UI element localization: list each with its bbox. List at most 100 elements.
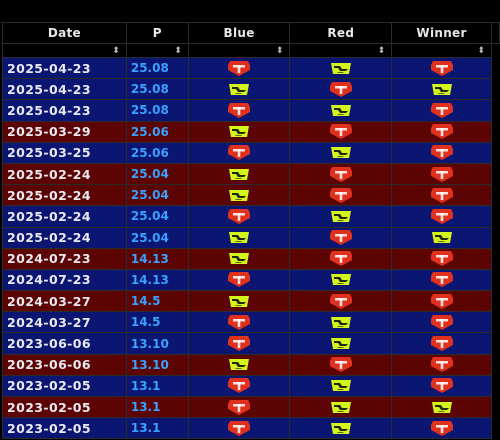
cell-blue-team [187,205,291,228]
cell-patch: 13.10 [125,353,189,376]
column-header-red[interactable]: Red [289,22,393,44]
cell-overflow [490,417,500,440]
table-row[interactable]: 2023-02-05 13.1 [2,395,500,419]
cell-winner-team [391,332,492,355]
cell-red-team [289,56,393,80]
table-row[interactable]: 2023-06-06 13.10 [2,353,500,376]
cell-red-team [289,268,393,292]
t1-logo-icon [290,229,391,246]
table-row[interactable]: 2024-07-23 14.13 [2,247,500,270]
cell-overflow [490,311,500,334]
cell-date: 2025-02-24 [2,226,127,249]
cell-overflow [490,226,500,249]
t1-logo-icon [290,293,391,310]
cell-red-team [289,247,393,270]
t1-logo-icon [392,250,491,267]
ninjas-in-pyjamas-logo-icon [189,187,290,204]
t1-logo-icon [189,102,290,119]
t1-logo-icon [392,208,491,225]
cell-winner-team [391,226,492,249]
t1-logo-icon [392,356,491,373]
cell-red-team [289,395,393,419]
table-row[interactable]: 2025-04-23 25.08 [2,56,500,80]
top-bar [0,0,500,23]
table-row[interactable]: 2025-02-24 25.04 [2,226,500,249]
t1-logo-icon [290,250,391,267]
cell-blue-team [187,99,291,122]
cell-date: 2025-04-23 [2,78,127,101]
table-row[interactable]: 2025-04-23 25.08 [2,78,500,101]
table-row[interactable]: 2025-03-25 25.06 [2,141,500,164]
cell-red-team [289,226,393,249]
cell-overflow [490,184,500,207]
cell-date: 2025-04-23 [2,56,127,80]
ninjas-in-pyjamas-logo-icon [189,166,290,183]
cell-date: 2025-04-23 [2,99,127,122]
sort-row: ⬍ ⬍ ⬍ ⬍ ⬍ [2,43,500,58]
t1-logo-icon [392,293,491,310]
table-row[interactable]: 2024-03-27 14.5 [2,290,500,313]
cell-red-team [289,78,393,101]
cell-red-team [289,99,393,122]
cell-blue-team [187,247,291,270]
cell-overflow [490,353,500,376]
cell-date: 2024-07-23 [2,268,127,292]
cell-blue-team [187,417,291,440]
table-row[interactable]: 2024-07-23 14.13 [2,268,500,292]
cell-date: 2024-07-23 [2,247,127,270]
t1-logo-icon [189,271,290,288]
cell-blue-team [187,353,291,376]
cell-patch: 25.08 [125,99,189,122]
cell-overflow [490,332,500,355]
table-row[interactable]: 2024-03-27 14.5 [2,311,500,334]
column-header-date[interactable]: Date [2,22,127,44]
table-row[interactable]: 2023-02-05 13.1 [2,417,500,440]
column-header-winner[interactable]: Winner [391,22,492,44]
cell-patch: 25.04 [125,205,189,228]
cell-patch: 25.04 [125,226,189,249]
cell-winner-team [391,268,492,292]
t1-logo-icon [189,144,290,161]
t1-logo-icon [392,102,491,119]
cell-winner-team [391,141,492,164]
t1-logo-icon [189,399,290,416]
table-row[interactable]: 2025-04-23 25.08 [2,99,500,122]
cell-red-team [289,205,393,228]
table-row[interactable]: 2025-02-24 25.04 [2,162,500,186]
column-header-patch[interactable]: P [125,22,189,44]
table-row[interactable]: 2025-02-24 25.04 [2,184,500,207]
table-row[interactable]: 2023-06-06 13.10 [2,332,500,355]
sort-toggle-patch[interactable]: ⬍ [125,43,189,58]
t1-logo-icon [189,60,290,77]
cell-winner-team [391,162,492,186]
t1-logo-icon [189,314,290,331]
cell-red-team [289,120,393,143]
table-row[interactable]: 2023-02-05 13.1 [2,374,500,398]
column-header-blue[interactable]: Blue [187,22,291,44]
cell-blue-team [187,120,291,143]
t1-logo-icon [290,123,391,140]
t1-logo-icon [392,377,491,394]
cell-patch: 13.1 [125,395,189,419]
t1-logo-icon [392,60,491,77]
ninjas-in-pyjamas-logo-icon [290,314,391,331]
sort-toggle-red[interactable]: ⬍ [289,43,393,58]
sort-toggle-blue[interactable]: ⬍ [187,43,291,58]
cell-blue-team [187,184,291,207]
cell-overflow [490,247,500,270]
cell-date: 2025-02-24 [2,162,127,186]
ninjas-in-pyjamas-logo-icon [189,250,290,267]
cell-blue-team [187,395,291,419]
header-row: Date P Blue Red Winner [2,22,500,44]
cell-blue-team [187,162,291,186]
cell-red-team [289,353,393,376]
t1-logo-icon [392,271,491,288]
cell-winner-team [391,290,492,313]
cell-winner-team [391,374,492,398]
cell-overflow [490,120,500,143]
table-row[interactable]: 2025-03-29 25.06 [2,120,500,143]
sort-toggle-winner[interactable]: ⬍ [391,43,492,58]
table-row[interactable]: 2025-02-24 25.04 [2,205,500,228]
sort-toggle-date[interactable]: ⬍ [2,43,127,58]
cell-overflow [490,395,500,419]
